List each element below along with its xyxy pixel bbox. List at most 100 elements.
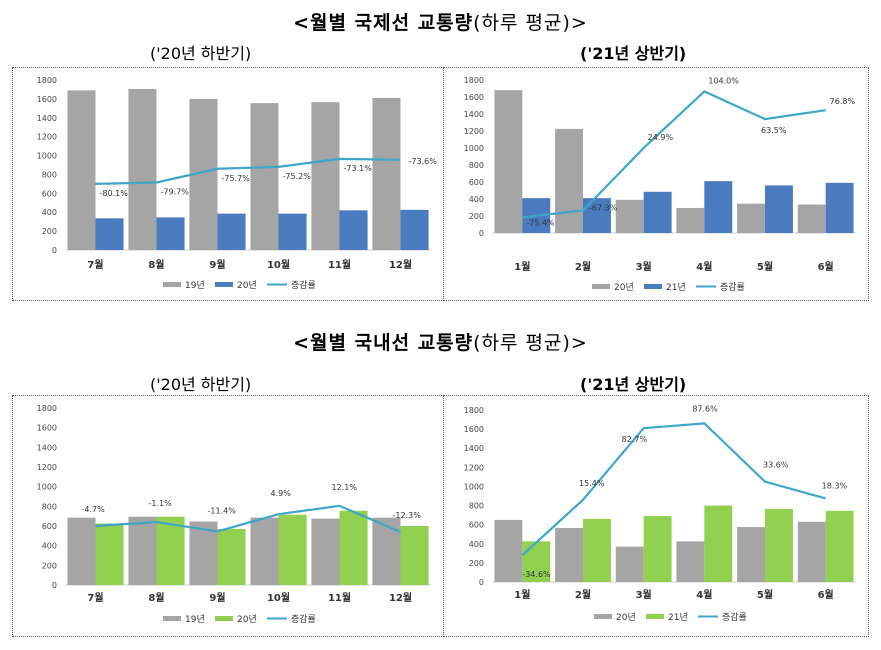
x-category-label: 8월 [148, 259, 164, 271]
bar-20년-8월 [156, 217, 185, 250]
intl-2020h2-svg: 0 200 400 600 800 1000 1200 1400 1600 1800 7월 8월 9월 1… [37, 76, 438, 291]
legend-label: 19년 [185, 280, 205, 291]
legend-label: 21년 [666, 282, 686, 293]
bar-20년-6월 [797, 204, 826, 233]
change-rate-label: -34.6% [522, 570, 551, 579]
change-rate-label: -75.7% [222, 174, 251, 183]
x-category-label: 1월 [514, 589, 530, 601]
y-tick-label: 1000 [464, 482, 484, 491]
x-category-label: 8월 [148, 592, 164, 604]
bar-20년-7월 [95, 523, 124, 585]
y-tick-label: 400 [42, 542, 57, 551]
x-category-label: 2월 [575, 261, 591, 273]
legend-label: 20년 [614, 282, 634, 293]
x-category-label: 11월 [328, 259, 351, 271]
x-category-label: 4월 [696, 589, 712, 601]
x-category-label: 7월 [87, 259, 103, 271]
bar-20년-10월 [278, 213, 307, 250]
change-rate-label: 76.8% [830, 97, 856, 106]
change-rate-label: -4.7% [82, 505, 106, 514]
dom-left-subtitle: ('20년 하반기) [150, 375, 252, 394]
bar-20년-12월 [400, 526, 429, 585]
y-tick-label: 1400 [37, 114, 57, 123]
change-rate-label: -73.6% [409, 157, 438, 166]
bar-20년-11월 [339, 210, 368, 250]
bar-19년-10월 [250, 517, 279, 585]
bar-20년-12월 [400, 209, 429, 250]
change-rate-label: -67.3% [589, 203, 618, 212]
change-rate-label: 4.9% [271, 489, 292, 498]
x-category-label: 3월 [636, 261, 652, 273]
y-tick-label: 1000 [464, 144, 484, 153]
bar-21년-3월 [643, 191, 672, 233]
legend-label: 20년 [616, 612, 636, 623]
change-rate-label: 87.6% [692, 404, 718, 413]
bar-20년-9월 [217, 528, 246, 585]
bar-21년-2월 [583, 518, 611, 582]
bar-19년-12월 [372, 517, 401, 585]
y-tick-label: 0 [52, 581, 57, 590]
bar-20년-6월 [797, 521, 826, 582]
y-tick-label: 800 [42, 170, 57, 179]
x-category-label: 3월 [636, 589, 652, 601]
intl-2021h1-svg: 0 200 400 600 800 1000 1200 1400 1600 1800 1월 2월 3월 4… [464, 76, 856, 293]
x-category-label: 2월 [575, 589, 591, 601]
x-category-label: 10월 [267, 259, 290, 271]
bar-20년-5월 [737, 527, 765, 582]
change-rate-label: -11.4% [208, 506, 237, 515]
legend-label: 21년 [668, 612, 688, 623]
intl-right-subtitle: ('21년 상반기) [580, 44, 687, 63]
x-category-label: 10월 [267, 592, 290, 604]
intl-2020h2-chart: 0 200 400 600 800 1000 1200 1400 1600 1800 7월 8월 9월 1… [12, 67, 444, 301]
y-tick-label: 200 [469, 559, 484, 568]
change-rate-label: 12.1% [332, 483, 358, 492]
domestic-title-text: <월별 국내선 교통량 [293, 332, 474, 354]
y-tick-label: 600 [469, 521, 484, 530]
y-tick-label: 200 [42, 227, 57, 236]
x-category-label: 6월 [818, 261, 834, 273]
y-tick-label: 1200 [37, 463, 57, 472]
legend-swatch-20년 [215, 282, 233, 287]
y-tick-label: 1600 [464, 93, 484, 102]
intl-2021h1-chart: 0 200 400 600 800 1000 1200 1400 1600 1800 1월 2월 3월 4… [443, 67, 869, 301]
y-tick-label: 1000 [37, 483, 57, 492]
x-category-label: 9월 [209, 592, 225, 604]
legend-label: 20년 [237, 614, 257, 625]
legend-swatch-21년 [646, 614, 664, 619]
bar-20년-5월 [737, 203, 765, 233]
intl-left-subtitle: ('20년 하반기) [150, 44, 252, 63]
x-category-label: 12월 [389, 259, 412, 271]
bar-20년-1월 [494, 90, 523, 233]
y-tick-label: 800 [469, 502, 484, 511]
legend-swatch-21년 [644, 284, 662, 289]
dom-2021h1-chart: 0 200 400 600 800 1000 1200 1400 1600 1800 1월 2월 3월 4… [443, 395, 869, 637]
change-rate-label: -80.1% [100, 189, 129, 198]
legend-swatch-20년 [592, 284, 610, 289]
bar-20년-3월 [615, 546, 644, 582]
change-rate-label: -73.1% [344, 164, 373, 173]
change-rate-label: -79.7% [161, 187, 190, 196]
y-tick-label: 600 [469, 178, 484, 187]
bar-20년-8월 [156, 516, 185, 585]
y-tick-label: 400 [469, 195, 484, 204]
bar-20년-7월 [95, 218, 124, 250]
x-category-label: 5월 [757, 589, 773, 601]
bar-21년-3월 [643, 516, 672, 582]
change-rate-label: -75.2% [283, 172, 312, 181]
bar-19년-7월 [67, 517, 96, 585]
legend-label: 증감률 [722, 611, 747, 623]
legend-label: 20년 [237, 280, 257, 291]
legend-label: 증감률 [291, 279, 316, 291]
bar-19년-11월 [311, 102, 340, 250]
bar-20년-2월 [555, 128, 583, 233]
dom-2021h1-svg: 0 200 400 600 800 1000 1200 1400 1600 1800 1월 2월 3월 4… [464, 404, 856, 623]
change-rate-label: 33.6% [763, 461, 789, 470]
y-tick-label: 200 [469, 212, 484, 221]
domestic-title-paren: (하루 평균)> [473, 332, 588, 354]
change-rate-label: 82.7% [622, 435, 648, 444]
bar-20년-4월 [676, 541, 705, 582]
y-tick-label: 1400 [464, 110, 484, 119]
international-traffic-title: <월별 국제선 교통량(하루 평균)> [0, 8, 881, 35]
bar-20년-4월 [676, 207, 705, 233]
y-tick-label: 800 [469, 161, 484, 170]
